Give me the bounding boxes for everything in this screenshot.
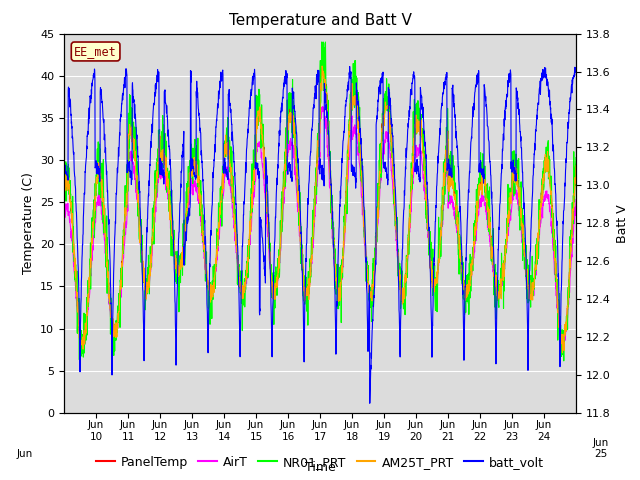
AM25T_PRT <box>565 279 573 285</box>
batt_volt <box>346 63 353 69</box>
NR01_PRT <box>503 226 511 231</box>
AirT <box>572 197 580 203</box>
AirT <box>319 104 326 109</box>
Line: AirT: AirT <box>64 107 576 351</box>
batt_volt <box>111 224 119 229</box>
batt_volt <box>565 111 573 117</box>
Text: Jun: Jun <box>17 449 33 459</box>
AirT <box>111 336 119 341</box>
Legend: PanelTemp, AirT, NR01_PRT, AM25T_PRT, batt_volt: PanelTemp, AirT, NR01_PRT, AM25T_PRT, ba… <box>91 451 549 474</box>
NR01_PRT <box>565 282 573 288</box>
NR01_PRT <box>572 155 580 160</box>
NR01_PRT <box>318 39 326 45</box>
Line: PanelTemp: PanelTemp <box>64 67 576 352</box>
NR01_PRT <box>111 337 119 343</box>
AM25T_PRT <box>111 331 119 336</box>
AirT <box>559 348 566 354</box>
AM25T_PRT <box>318 63 326 69</box>
PanelTemp <box>565 278 573 284</box>
AM25T_PRT <box>503 239 511 244</box>
AirT <box>60 212 68 218</box>
PanelTemp <box>572 165 580 170</box>
PanelTemp <box>60 181 68 187</box>
X-axis label: Time: Time <box>305 461 335 475</box>
batt_volt <box>474 70 482 76</box>
Line: batt_volt: batt_volt <box>64 66 576 403</box>
NR01_PRT <box>222 150 230 156</box>
PanelTemp <box>503 233 511 239</box>
Line: NR01_PRT: NR01_PRT <box>64 42 576 361</box>
Y-axis label: Batt V: Batt V <box>616 204 629 242</box>
AM25T_PRT <box>60 183 68 189</box>
Line: AM25T_PRT: AM25T_PRT <box>64 66 576 353</box>
Title: Temperature and Batt V: Temperature and Batt V <box>228 13 412 28</box>
Text: Jun
25: Jun 25 <box>593 438 609 459</box>
AirT <box>222 168 230 173</box>
AirT <box>351 126 358 132</box>
PanelTemp <box>559 349 566 355</box>
NR01_PRT <box>60 188 68 193</box>
AM25T_PRT <box>474 202 482 208</box>
PanelTemp <box>111 334 119 340</box>
PanelTemp <box>319 64 326 70</box>
batt_volt <box>366 400 374 406</box>
AM25T_PRT <box>222 132 230 138</box>
NR01_PRT <box>560 358 568 364</box>
batt_volt <box>60 166 68 171</box>
AirT <box>503 245 511 251</box>
NR01_PRT <box>474 181 482 187</box>
AM25T_PRT <box>572 163 580 168</box>
AirT <box>565 290 573 296</box>
batt_volt <box>503 94 511 100</box>
Text: EE_met: EE_met <box>74 45 117 58</box>
batt_volt <box>351 174 358 180</box>
batt_volt <box>572 66 580 72</box>
Y-axis label: Temperature (C): Temperature (C) <box>22 172 35 274</box>
AM25T_PRT <box>559 350 566 356</box>
AM25T_PRT <box>351 102 358 108</box>
AirT <box>474 214 482 219</box>
NR01_PRT <box>351 105 358 110</box>
PanelTemp <box>351 90 358 96</box>
PanelTemp <box>474 196 482 202</box>
PanelTemp <box>222 139 230 144</box>
batt_volt <box>222 170 230 176</box>
